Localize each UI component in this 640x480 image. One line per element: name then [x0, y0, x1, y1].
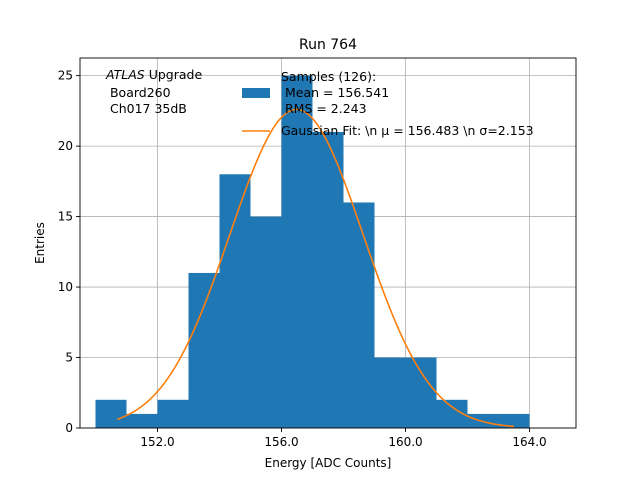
- chart-title: Run 764: [299, 37, 357, 53]
- histogram-bar-1: [126, 413, 158, 428]
- histogram-bar-5: [250, 216, 282, 428]
- y-tick-label-2: 10: [58, 280, 73, 294]
- legend-histogram-line-1: Samples (126):: [281, 69, 376, 84]
- histogram-bar-6: [281, 75, 313, 428]
- histogram-bars: [95, 75, 530, 428]
- legend-histogram-swatch: [242, 88, 270, 98]
- x-axis-label: Energy [ADC Counts]: [265, 456, 392, 470]
- histogram-bar-4: [219, 174, 251, 428]
- legend-fit-label: Gaussian Fit: \n μ = 156.483 \n σ=2.153: [281, 123, 534, 138]
- legend-histogram-line-3: RMS = 2.243: [281, 101, 367, 116]
- histogram-bar-10: [405, 357, 437, 428]
- annotation-block: ATLAS Upgrade Board260 Ch017 35dB: [105, 67, 202, 116]
- annotation-line-3: Ch017 35dB: [106, 101, 187, 116]
- gaussian-fit-curve: [116, 108, 515, 428]
- histogram-bar-9: [374, 357, 406, 428]
- y-axis-ticks: 0 5 10 15 20 25: [58, 69, 80, 435]
- y-tick-label-0: 0: [65, 421, 73, 435]
- legend: Samples (126): Mean = 156.541 RMS = 2.24…: [242, 69, 534, 138]
- x-tick-label-3: 164.0: [512, 435, 546, 449]
- y-tick-label-1: 5: [65, 351, 73, 365]
- y-tick-label-3: 15: [58, 210, 73, 224]
- x-axis-ticks: 152.0 156.0 160.0 164.0: [140, 428, 547, 449]
- annotation-line-1: ATLAS Upgrade: [105, 67, 202, 82]
- histogram-bar-7: [312, 132, 344, 428]
- y-axis-label: Entries: [33, 222, 47, 264]
- x-tick-label-0: 152.0: [140, 435, 174, 449]
- y-tick-label-5: 25: [58, 69, 73, 83]
- legend-histogram-line-2: Mean = 156.541: [281, 85, 389, 100]
- annotation-line-2: Board260: [106, 85, 171, 100]
- x-tick-label-2: 160.0: [388, 435, 422, 449]
- histogram-bar-2: [157, 399, 189, 428]
- histogram-bar-13: [498, 413, 530, 428]
- histogram-bar-8: [343, 202, 375, 428]
- histogram-bar-0: [95, 399, 127, 428]
- histogram-bar-3: [188, 272, 220, 428]
- plot-frame: [79, 57, 577, 429]
- y-tick-label-4: 20: [58, 139, 73, 153]
- x-tick-label-1: 156.0: [264, 435, 298, 449]
